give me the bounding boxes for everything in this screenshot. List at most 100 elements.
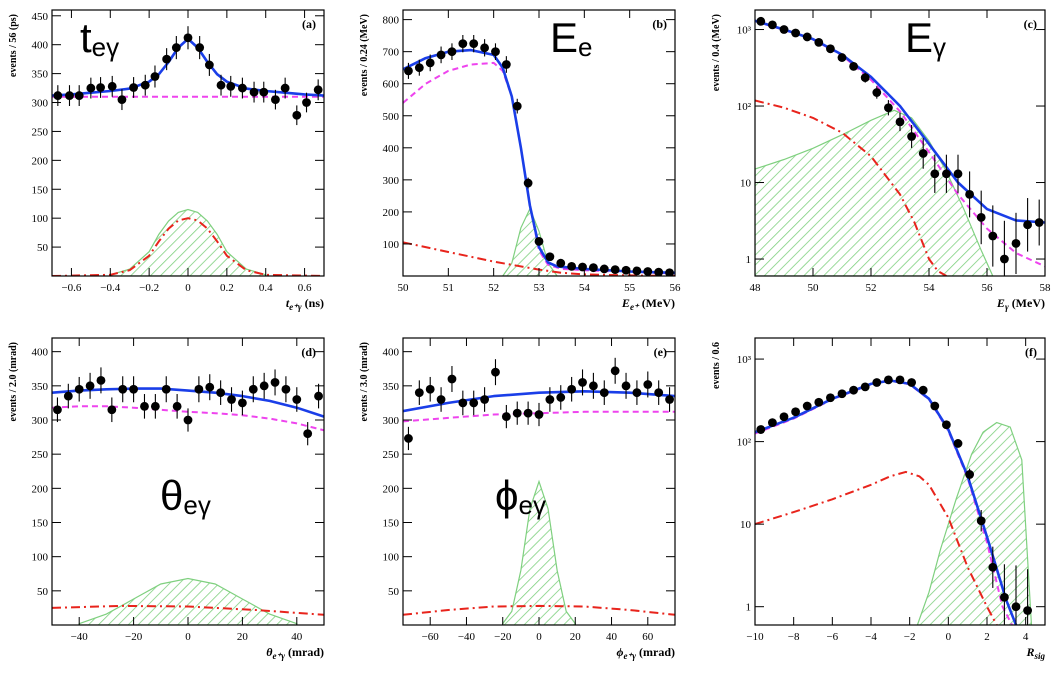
plot-area — [403, 357, 675, 625]
x-tick-label: 0.6 — [298, 282, 312, 294]
y-tick-label: 400 — [32, 347, 49, 359]
data-point — [589, 381, 598, 391]
data-point — [1000, 254, 1009, 264]
panel-label: (c) — [1024, 17, 1037, 31]
x-axis-label: Rsig — [1025, 645, 1045, 661]
data-point — [194, 384, 204, 394]
data-point — [238, 398, 247, 408]
y-tick-label: 150 — [383, 518, 400, 530]
data-point — [895, 375, 905, 385]
data-point — [849, 385, 858, 395]
data-point — [238, 83, 247, 93]
panel-label: (b) — [652, 17, 667, 31]
panel-c: 48 50 52 54 56 58 1 10 10² 10³ Eγ (MeV) events / 0.… — [711, 9, 1051, 312]
data-point — [610, 265, 620, 274]
data-point — [259, 87, 269, 97]
y-tick-label: 100 — [32, 552, 49, 564]
data-point — [96, 83, 105, 92]
data-point — [480, 395, 489, 404]
data-point — [610, 366, 620, 376]
panel-e: −60 −40 −20 0 20 40 60 50 100 150 200 250 300 350 400 ϕ… — [359, 337, 676, 661]
plot-area — [52, 26, 324, 276]
data-point — [599, 388, 609, 398]
data-point — [976, 213, 986, 222]
data-point — [162, 54, 172, 64]
x-tick-label: 55 — [624, 282, 636, 294]
axes-frame — [754, 337, 1046, 626]
variable-overlay-label: teγ — [80, 14, 119, 62]
data-point — [567, 261, 577, 271]
signal-pdf-line — [755, 99, 947, 276]
data-point — [768, 418, 777, 427]
x-tick-label: 60 — [642, 631, 654, 643]
data-point — [292, 110, 302, 120]
data-point — [632, 388, 642, 398]
total-fit-line — [403, 390, 675, 413]
data-point — [907, 132, 916, 141]
data-point — [567, 384, 577, 394]
x-tick-label: 0 — [946, 631, 952, 643]
data-point — [930, 169, 940, 179]
y-tick-label: 300 — [32, 415, 49, 427]
y-tick-label: 100 — [383, 552, 400, 564]
y-axis-label: events / 0.6 — [711, 342, 722, 389]
data-point — [756, 16, 766, 26]
data-point — [860, 382, 870, 392]
x-tick-label: −2 — [904, 631, 916, 643]
x-tick-label: 0 — [536, 631, 542, 643]
y-tick-label: 300 — [383, 175, 400, 187]
panel-f: −10 −8 −6 −4 −2 0 2 4 1 10 10² 10³ Rsig events / 0.6 (… — [711, 337, 1046, 661]
data-point — [117, 95, 127, 105]
y-tick-label: 10 — [740, 519, 752, 531]
data-point — [556, 393, 566, 402]
x-tick-label: 50 — [808, 282, 820, 294]
data-point — [414, 388, 424, 398]
variable-overlay-label: θeγ — [160, 472, 211, 520]
y-tick-label: 350 — [32, 69, 49, 81]
data-point — [632, 266, 642, 276]
x-tick-label: 48 — [750, 282, 762, 294]
x-tick-label: 54 — [579, 282, 591, 294]
y-axis-label: events / 3.0 (mrad) — [359, 342, 370, 421]
data-point — [458, 398, 468, 408]
data-point — [469, 39, 479, 49]
y-tick-label: 1 — [746, 602, 752, 614]
data-point — [599, 264, 609, 274]
x-tick-label: 53 — [534, 282, 546, 294]
data-point — [140, 80, 150, 90]
panel-a: −0.6 −0.4 −0.2 0 0.2 0.4 0.6 50 100 150 200 250 300 3… — [8, 9, 325, 312]
data-point — [447, 374, 457, 384]
data-point — [965, 189, 974, 199]
data-point — [665, 395, 674, 404]
y-tick-label: 700 — [383, 47, 400, 59]
x-axis-label: Ee⁺ (MeV) — [621, 296, 675, 312]
x-tick-label: −20 — [125, 631, 143, 643]
data-point — [953, 169, 963, 179]
data-point — [414, 63, 424, 73]
data-point — [150, 72, 160, 81]
y-tick-label: 50 — [37, 242, 49, 254]
data-point — [768, 20, 777, 30]
data-point — [802, 32, 812, 42]
data-point — [85, 381, 95, 391]
data-point — [884, 103, 893, 113]
y-tick-label: 10 — [740, 178, 752, 190]
data-point — [621, 381, 631, 391]
data-point — [447, 47, 457, 57]
plot-area — [403, 34, 675, 276]
data-point — [183, 33, 193, 43]
y-tick-label: 450 — [32, 11, 49, 23]
x-tick-label: 40 — [291, 631, 303, 643]
data-point — [1023, 606, 1032, 615]
x-tick-label: −0.2 — [139, 282, 159, 294]
total-fit-line — [52, 387, 324, 418]
data-point — [281, 384, 291, 394]
x-tick-label: −4 — [865, 631, 877, 643]
x-tick-label: −60 — [422, 631, 440, 643]
variable-overlay-label: Eγ — [905, 14, 946, 62]
panel-label: (f) — [1025, 345, 1037, 359]
y-tick-label: 250 — [383, 449, 400, 461]
data-point — [425, 58, 435, 68]
variable-overlay-label: Ee — [550, 14, 592, 62]
panel-d: −40 −20 0 20 40 50 100 150 200 250 300 350 400 θe⁺γ (… — [8, 337, 325, 661]
